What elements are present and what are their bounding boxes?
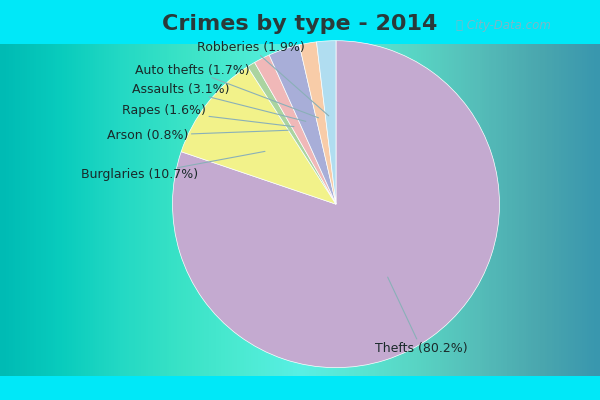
Text: Rapes (1.6%): Rapes (1.6%) — [122, 104, 294, 127]
Text: Auto thefts (1.7%): Auto thefts (1.7%) — [135, 64, 319, 118]
Wedge shape — [181, 67, 336, 204]
Text: Assaults (3.1%): Assaults (3.1%) — [132, 83, 306, 121]
Wedge shape — [248, 62, 336, 204]
Wedge shape — [299, 42, 336, 204]
Wedge shape — [173, 41, 499, 368]
Text: Robberies (1.9%): Robberies (1.9%) — [197, 41, 329, 116]
Wedge shape — [317, 41, 336, 204]
Wedge shape — [269, 45, 336, 204]
Text: Thefts (80.2%): Thefts (80.2%) — [374, 277, 467, 354]
Text: Crimes by type - 2014: Crimes by type - 2014 — [163, 14, 437, 34]
Text: Arson (0.8%): Arson (0.8%) — [107, 129, 288, 142]
Wedge shape — [254, 55, 336, 204]
Text: ⓘ City-Data.com: ⓘ City-Data.com — [456, 19, 551, 32]
Text: Burglaries (10.7%): Burglaries (10.7%) — [81, 151, 265, 181]
